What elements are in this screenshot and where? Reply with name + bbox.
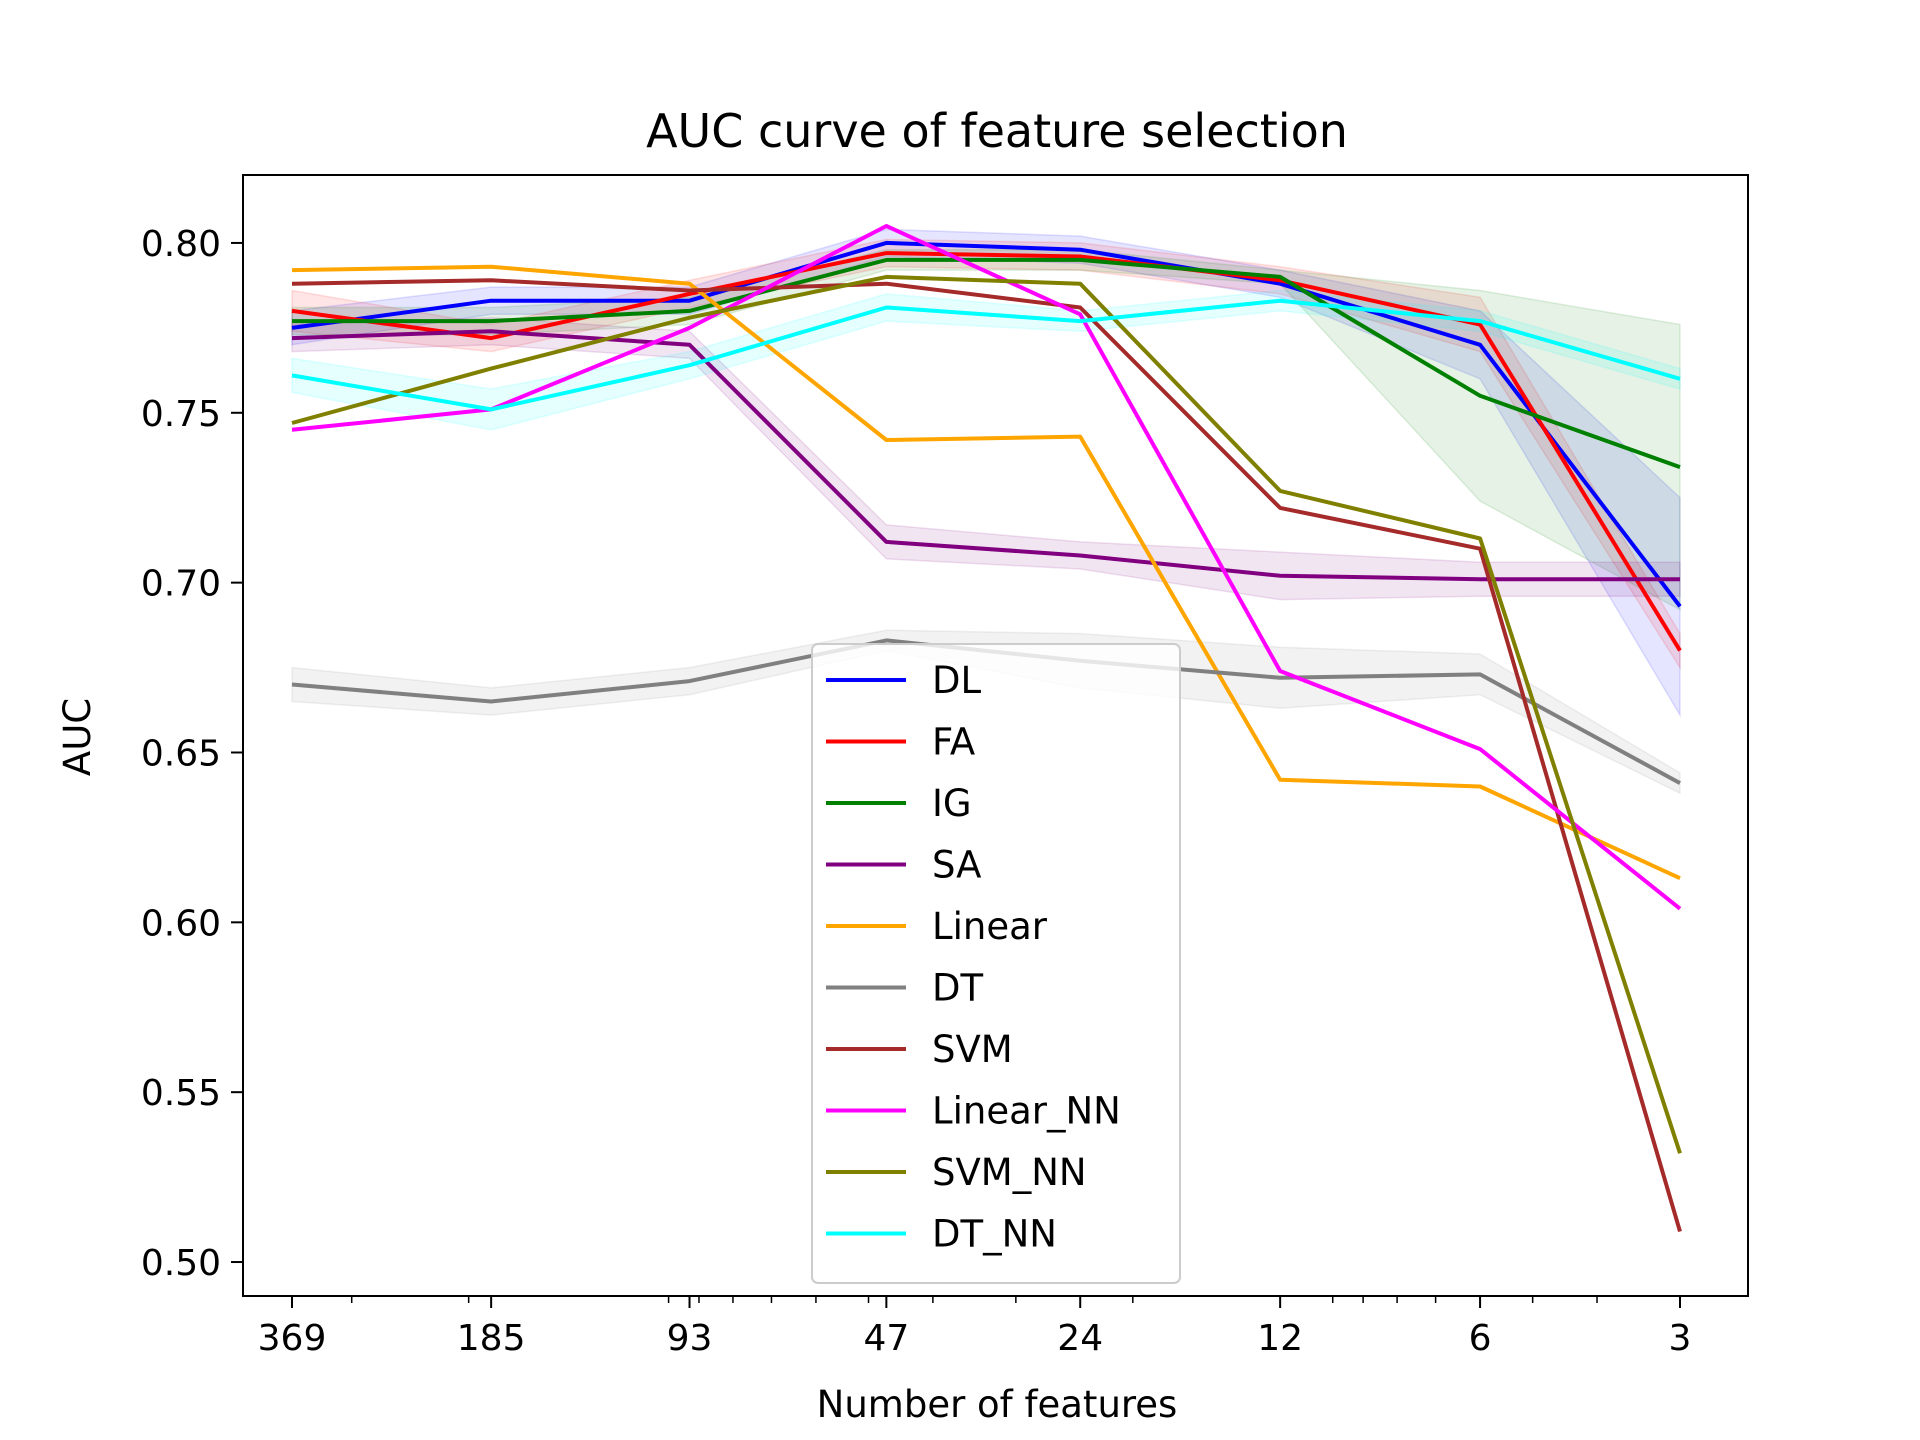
x-tick-label: 93 [667, 1318, 713, 1359]
legend-label-linear: Linear [932, 905, 1048, 948]
y-axis-label: AUC [56, 698, 99, 776]
legend-label-linear-nn: Linear_NN [932, 1090, 1121, 1133]
series-line-dl [291, 240, 1682, 608]
y-tick-label: 0.70 [141, 564, 221, 605]
y-tick-label: 0.55 [141, 1073, 221, 1114]
legend-label-sa: SA [932, 844, 981, 887]
series-line-ig [292, 257, 1681, 469]
legend-label-ig: IG [932, 782, 972, 825]
legend-label-dl: DL [932, 659, 981, 702]
series-lines [291, 224, 1682, 1233]
series-line-svm [291, 278, 1682, 1233]
x-axis-label: Number of features [817, 1383, 1178, 1426]
y-tick-label: 0.75 [141, 394, 221, 435]
band-fa [291, 238, 1681, 671]
series-line-sa [291, 329, 1680, 582]
legend-label-fa: FA [932, 721, 975, 764]
legend: DL FA IG SA Linear DT SVM Linear_NN SVM_NN DT_NN [811, 643, 1181, 1284]
x-tick-label: 185 [457, 1318, 526, 1359]
y-tick-label: 0.60 [141, 903, 221, 944]
series-line-dt-nn [291, 298, 1681, 412]
legend-label-svm: SVM [932, 1028, 1013, 1071]
y-tick-label: 0.50 [141, 1243, 221, 1284]
series-line-linear-nn [291, 224, 1682, 911]
legend-label-dt-nn: DT_NN [932, 1213, 1057, 1256]
x-tick-label: 47 [863, 1318, 909, 1359]
band-dt [291, 629, 1681, 795]
series-line-svm-nn [291, 274, 1682, 1154]
plot-frame [242, 174, 1749, 1297]
x-tick-label: 369 [258, 1318, 327, 1359]
legend-label-svm-nn: SVM_NN [932, 1151, 1087, 1194]
axes: 0.50 0.55 0.60 0.65 0.70 0.75 0.80 369 185 93 47 24… [141, 174, 1749, 1359]
y-tick-label: 0.80 [141, 224, 221, 265]
chart-title: AUC curve of feature selection [646, 104, 1348, 158]
y-tick-label: 0.65 [141, 733, 221, 774]
legend-label-dt: DT [932, 967, 983, 1010]
x-tick-label: 3 [1669, 1318, 1692, 1359]
series-line-linear [291, 264, 1681, 881]
x-tick-label: 24 [1057, 1318, 1103, 1359]
x-tick-label: 12 [1257, 1318, 1303, 1359]
x-tick-label: 6 [1469, 1318, 1492, 1359]
